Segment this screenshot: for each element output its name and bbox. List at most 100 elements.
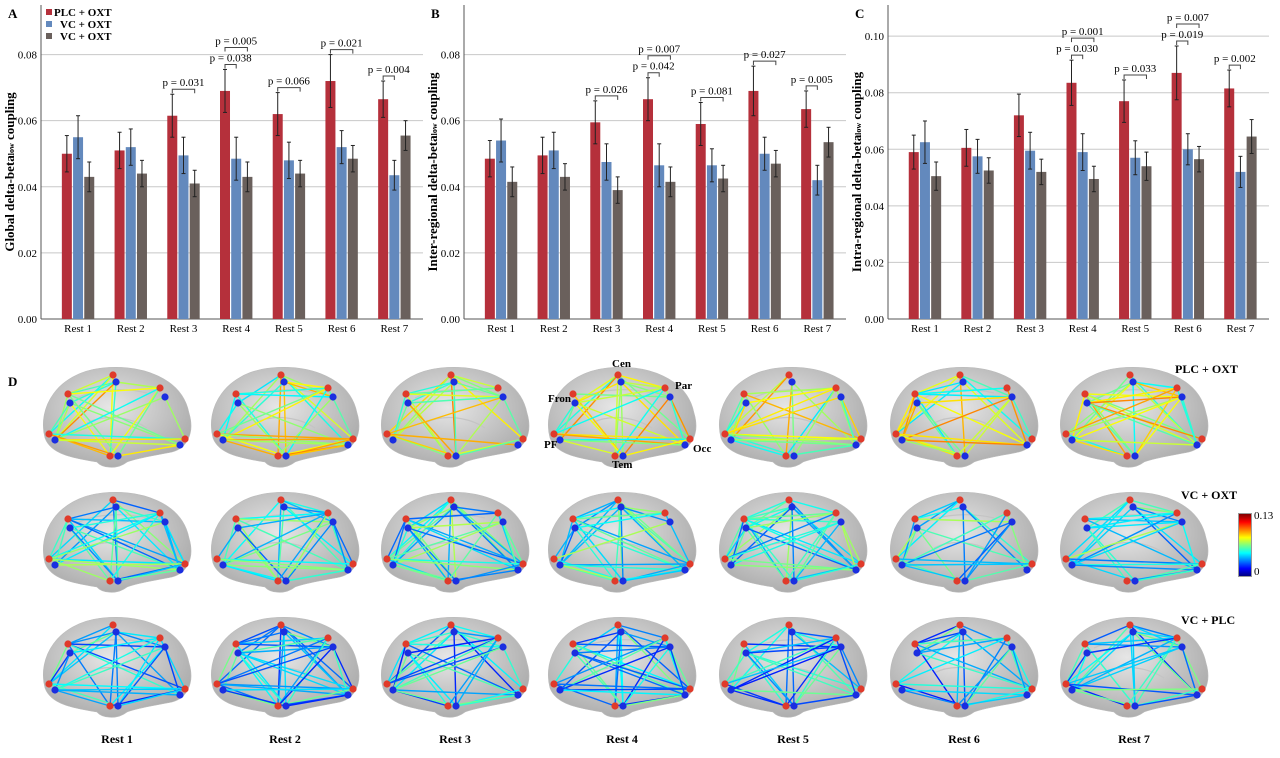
connection-edge (54, 689, 111, 707)
connection-edge (743, 506, 793, 520)
bar (654, 165, 665, 319)
connection-edge (164, 521, 186, 565)
connection-edge (916, 527, 958, 582)
brain-network-2-4 (719, 617, 868, 718)
colorbar-max: 0.13 (1254, 510, 1274, 522)
connection-edge (54, 438, 186, 441)
connection-edge (916, 527, 1033, 565)
brain-network-1-0 (43, 492, 192, 593)
electrode-node (961, 577, 969, 585)
connection-edge (112, 499, 186, 565)
connection-edge (745, 637, 837, 654)
connection-edge (620, 381, 686, 446)
connection-edge (730, 527, 747, 566)
connection-edge (901, 564, 966, 582)
connection-edge (840, 521, 862, 565)
electrode-node (45, 555, 53, 563)
connection-edge (1132, 506, 1198, 571)
bar (136, 173, 147, 319)
bar (812, 180, 823, 319)
connection-edge (54, 393, 69, 441)
connection-edge (743, 518, 857, 571)
connection-edge (277, 688, 354, 707)
significance-bracket (1176, 40, 1189, 46)
connection-edge (67, 643, 111, 707)
connection-edge (559, 527, 576, 566)
connection-edge (916, 402, 966, 457)
connection-edge (216, 387, 329, 435)
connection-edge (1132, 381, 1183, 398)
connection-edge (405, 624, 452, 645)
electrode-node (1028, 560, 1036, 568)
p-value-label: p = 0.001 (1062, 26, 1104, 38)
electrode-node (161, 643, 169, 651)
electrode-node (181, 685, 189, 693)
connection-edge (392, 637, 499, 691)
electrode-node (1131, 577, 1139, 585)
connection-edge (620, 506, 624, 582)
bar (73, 137, 84, 319)
electrode-node (740, 515, 748, 523)
connection-edge (386, 558, 519, 571)
electrode-node (661, 634, 669, 642)
connection-edge (964, 396, 1013, 457)
electrode-node (721, 680, 729, 688)
electrode-node (1023, 441, 1031, 449)
y-tick-label: 0.06 (865, 144, 885, 156)
electrode-node (785, 621, 793, 629)
connection-edge (840, 646, 862, 690)
connection-edge (622, 646, 671, 707)
electrode-node (788, 628, 796, 636)
connection-edge (553, 527, 576, 560)
electrode-node (1068, 686, 1076, 694)
significance-bracket (382, 75, 395, 81)
connection-edge (283, 381, 329, 389)
electrode-node (324, 384, 332, 392)
connection-edge (1071, 646, 1183, 691)
column-label-rest-4: Rest 4 (606, 732, 638, 746)
connection-edge (1065, 499, 1131, 560)
connection-edge (67, 381, 117, 395)
chart-panel-c: C 0.00 0.02 0.04 0.06 0.08 0.10 Intra-regional … (849, 5, 1269, 335)
electrode-node (911, 640, 919, 648)
connection-edge (216, 433, 354, 440)
electrode-node (329, 393, 337, 401)
electrode-node (282, 577, 290, 585)
connection-edge (453, 381, 457, 457)
electrode-node (956, 371, 964, 379)
connection-edge (237, 652, 354, 690)
connection-edge (48, 521, 166, 560)
connection-edge (669, 396, 691, 440)
connection-edge (285, 512, 329, 582)
electrode-node (857, 435, 865, 443)
connection-edge (724, 637, 837, 685)
connection-edge (895, 433, 1028, 446)
connection-edge (572, 512, 666, 520)
connection-edge (785, 637, 837, 707)
connection-edge (407, 652, 519, 696)
connection-edge (392, 646, 504, 691)
electrode-node (611, 452, 619, 460)
connection-edge (895, 558, 958, 582)
connection-edge (959, 374, 1013, 398)
bar (665, 181, 676, 319)
connection-edge (622, 396, 671, 457)
connection-edge (559, 689, 686, 696)
row-label-plc-oxt: PLC + OXT (1175, 362, 1238, 376)
connection-edge (622, 637, 666, 707)
connection-edge (553, 402, 576, 435)
electrode-node (1193, 691, 1201, 699)
y-tick-label: 0.08 (18, 50, 38, 62)
connection-edge (1011, 646, 1028, 696)
electrode-node (742, 399, 750, 407)
brain-network-1-6 (1060, 492, 1209, 593)
bar (167, 115, 178, 319)
x-tick-label: Rest 2 (117, 323, 145, 335)
connection-edge (48, 518, 69, 560)
connection-edge (453, 631, 499, 639)
electrode-node (913, 524, 921, 532)
connection-edge (895, 683, 1033, 690)
x-tick-label: Rest 4 (1069, 323, 1097, 335)
legend-swatch (46, 33, 52, 39)
electrode-node (329, 643, 337, 651)
